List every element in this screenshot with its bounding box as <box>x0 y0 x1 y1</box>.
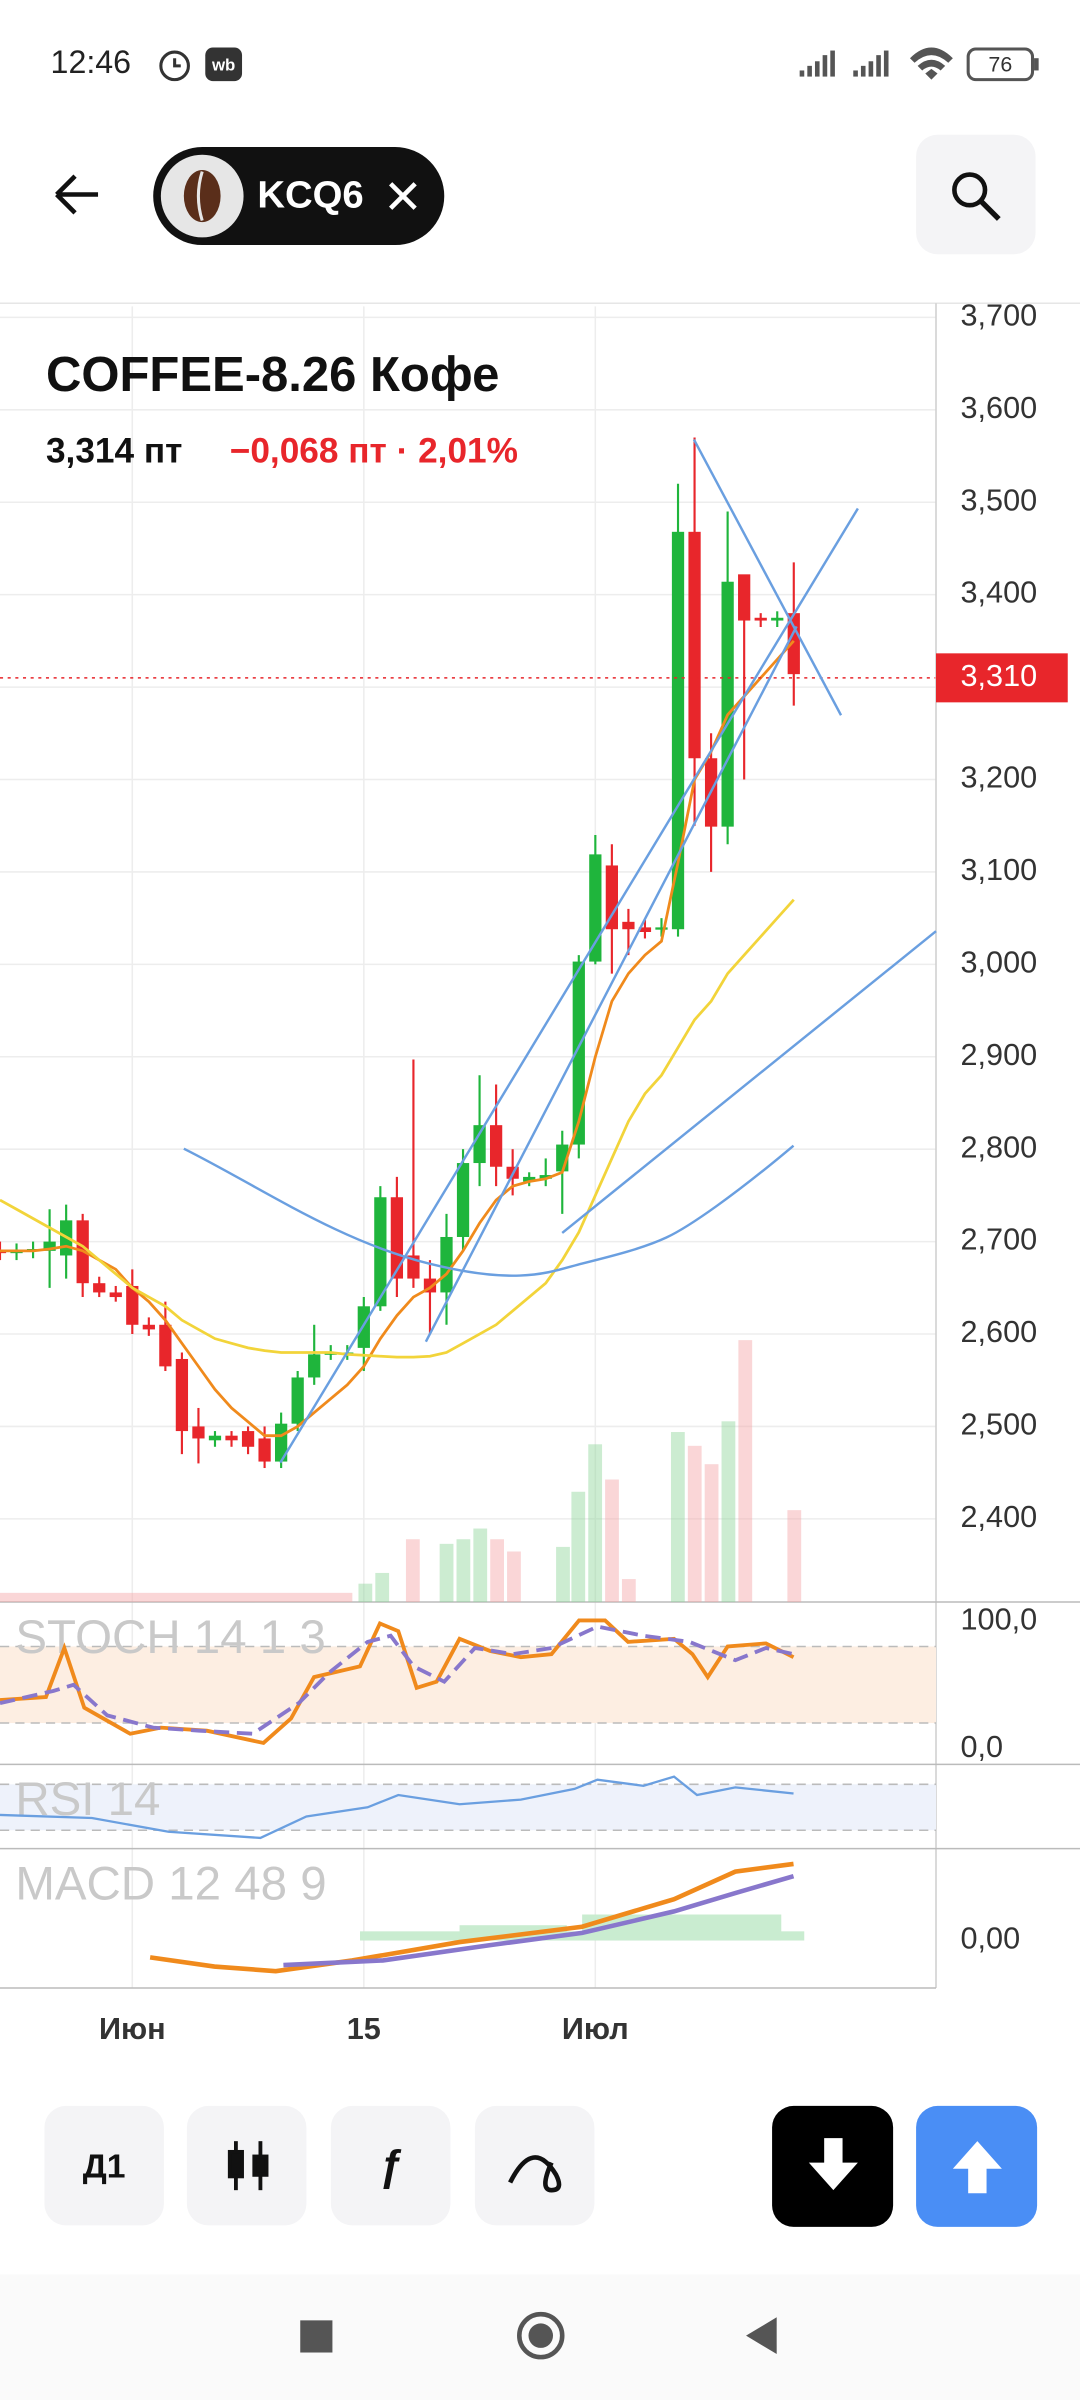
y-tick-label: 2,700 <box>961 1223 1038 1257</box>
rsi-line <box>0 1775 794 1840</box>
buy-icon <box>952 2141 1002 2194</box>
coffee-bean <box>183 170 221 223</box>
candle-body <box>208 1435 222 1441</box>
chart-type-icon <box>227 2141 269 2191</box>
candle-body <box>192 1426 205 1439</box>
nav-back[interactable] <box>746 2317 777 2355</box>
stoch-d <box>0 1624 794 1736</box>
timeframe-button[interactable] <box>44 2105 164 2226</box>
y-tick-label: 2,400 <box>961 1500 1038 1534</box>
nav-home-dot <box>528 2323 554 2348</box>
macd-line <box>149 1861 794 1974</box>
candle-body <box>671 531 685 930</box>
sell-icon <box>808 2138 858 2191</box>
timeframe: Д1 <box>83 2149 126 2186</box>
candle-body <box>638 927 652 932</box>
macd-signal <box>283 1873 795 1968</box>
wb-icon: wb <box>211 55 235 74</box>
y-tick-label: 2,500 <box>961 1408 1038 1442</box>
volume <box>0 1340 802 1603</box>
search-icon-handle <box>978 198 1001 221</box>
candle-body <box>589 854 602 962</box>
candle-body <box>754 617 767 621</box>
candle-body <box>390 1197 404 1279</box>
search-button[interactable] <box>916 134 1036 255</box>
status-icons-left <box>159 47 243 82</box>
current-price-label: 3,310 <box>961 659 1038 693</box>
nav-home[interactable] <box>517 2311 565 2360</box>
chart <box>0 306 936 1989</box>
indicators-button[interactable] <box>330 2105 451 2226</box>
macd-tick-label: 0,00 <box>961 1922 1021 1956</box>
candle-body <box>159 1324 172 1367</box>
y-tick-label: 3,600 <box>961 391 1038 425</box>
candle-body <box>771 617 784 621</box>
candle-body <box>655 927 668 930</box>
candle-body <box>473 1125 486 1164</box>
stoch-band <box>0 1646 936 1724</box>
indicator-label: MACD 12 48 9 <box>15 1857 326 1910</box>
chip-close[interactable] <box>389 182 417 210</box>
nav-recents[interactable] <box>300 2320 333 2353</box>
ticker: KCQ6 <box>257 174 363 217</box>
candle-body <box>93 1283 106 1293</box>
candle-body <box>738 574 751 621</box>
back-button[interactable] <box>55 174 99 215</box>
x-tick-label: Июл <box>562 2012 629 2046</box>
instrument-title: COFFEE-8.26 Кофе <box>46 348 499 402</box>
current-price-tag <box>936 653 1068 703</box>
y-tick-label: 2,600 <box>961 1315 1038 1349</box>
candle-body <box>374 1197 387 1307</box>
y-tick-label: 3,700 <box>961 299 1038 333</box>
candle-body <box>721 581 734 827</box>
candle-body <box>440 1236 453 1293</box>
y-tick-label: 2,900 <box>961 1038 1038 1072</box>
candle-body <box>489 1125 503 1167</box>
candle-body <box>622 921 635 930</box>
status-icons-right <box>799 47 1039 82</box>
candle-body <box>523 1176 536 1182</box>
candle-body <box>258 1438 271 1462</box>
last-price: 3,314 пт <box>46 432 182 471</box>
candle-body <box>241 1431 255 1447</box>
y-tick-label: 3,200 <box>961 761 1038 795</box>
y-tick-label: 3,100 <box>961 853 1038 887</box>
candle-body <box>126 1285 139 1325</box>
x-tick-label: 15 <box>347 2012 381 2046</box>
candle-body <box>539 1175 552 1179</box>
price-change: −0,068 пт · 2,01% <box>230 432 518 471</box>
status-time: 12:46 <box>51 44 131 80</box>
candle-body <box>572 961 585 1145</box>
candle-body <box>456 1163 470 1237</box>
trend-lines <box>183 438 937 1464</box>
candle-body <box>688 531 701 759</box>
y-tick-label: 3,000 <box>961 945 1038 979</box>
moving-average <box>0 898 795 1359</box>
battery-level: 76 <box>988 53 1012 77</box>
stoch-tick-label: 0,0 <box>961 1730 1004 1764</box>
stoch-k <box>0 1618 795 1746</box>
chart-type-button[interactable] <box>186 2105 307 2226</box>
y-tick-label: 3,400 <box>961 576 1038 610</box>
candle-body <box>291 1377 304 1424</box>
x-tick-label: Июн <box>99 2012 166 2046</box>
coffee-bean-line <box>196 171 204 222</box>
y-tick-label: 2,800 <box>961 1130 1038 1164</box>
candle-body <box>605 865 619 930</box>
drawing-icon <box>508 2155 562 2193</box>
candle-body <box>142 1324 155 1330</box>
candle-body <box>225 1435 238 1441</box>
search-icon <box>952 172 988 208</box>
candle-body <box>175 1358 189 1432</box>
y-tick-label: 3,500 <box>961 483 1038 517</box>
candle-body <box>308 1354 321 1378</box>
candle-body <box>109 1292 122 1298</box>
drawing-button[interactable] <box>474 2105 595 2226</box>
indicators-icon: ƒ <box>379 2142 403 2190</box>
candle-body <box>43 1241 56 1251</box>
stoch-tick-label: 100,0 <box>961 1602 1038 1636</box>
